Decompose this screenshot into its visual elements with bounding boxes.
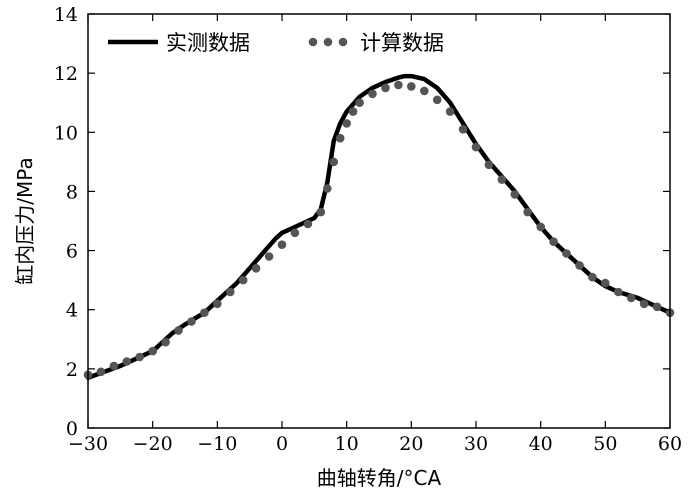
- series-point-calculated: [381, 83, 390, 93]
- y-tick-label: 4: [66, 300, 78, 322]
- series-point-calculated: [96, 367, 106, 377]
- series-layer: [83, 73, 675, 380]
- legend: 实测数据 计算数据: [108, 31, 444, 55]
- series-point-calculated: [303, 219, 313, 229]
- x-tick-label: 0: [276, 433, 288, 455]
- x-tick-label: 10: [335, 433, 359, 455]
- series-point-calculated: [122, 357, 132, 366]
- series-point-calculated: [445, 107, 455, 116]
- x-axis-label: 曲轴转角/°CA: [317, 466, 442, 490]
- x-tick-label: 60: [658, 433, 682, 455]
- series-point-calculated: [290, 228, 300, 238]
- series-point-calculated: [458, 125, 468, 134]
- series-point-calculated: [562, 249, 571, 258]
- series-point-calculated: [348, 107, 358, 116]
- x-tick-label: 40: [529, 433, 553, 455]
- series-point-calculated: [368, 89, 377, 99]
- series-point-calculated: [407, 82, 416, 91]
- series-point-calculated: [200, 308, 209, 318]
- series-point-calculated: [148, 346, 157, 356]
- y-tick-label: 2: [66, 359, 78, 381]
- series-point-calculated: [335, 133, 345, 143]
- y-tick-label: 6: [66, 241, 78, 263]
- y-tick-label: 0: [66, 418, 78, 440]
- series-point-calculated: [174, 326, 183, 335]
- series-point-calculated: [575, 261, 584, 270]
- series-point-calculated: [601, 278, 610, 288]
- x-tick-label: −30: [68, 433, 108, 455]
- x-tick-label: −20: [133, 433, 173, 455]
- y-tick-label: 10: [54, 122, 78, 144]
- series-point-calculated: [355, 98, 364, 107]
- series-point-calculated: [161, 337, 170, 347]
- series-point-calculated: [614, 287, 623, 297]
- series-point-calculated: [342, 119, 352, 128]
- legend-swatch-calculated: [323, 37, 333, 47]
- series-point-calculated: [536, 222, 545, 232]
- legend-label-measured: 实测数据: [166, 31, 250, 55]
- series-point-calculated: [238, 275, 248, 285]
- series-point-calculated: [187, 317, 196, 326]
- series-point-calculated: [323, 184, 332, 193]
- series-point-calculated: [420, 86, 429, 96]
- x-tick-label: 20: [399, 433, 423, 455]
- series-point-calculated: [588, 272, 597, 282]
- series-point-calculated: [226, 287, 235, 297]
- series-point-calculated: [471, 142, 481, 152]
- y-tick-label: 12: [54, 63, 78, 85]
- series-point-calculated: [484, 160, 494, 170]
- series-point-calculated: [652, 302, 662, 312]
- series-point-calculated: [251, 264, 261, 273]
- x-tick-label: 30: [464, 433, 488, 455]
- series-point-calculated: [497, 175, 507, 184]
- legend-swatch-calculated: [338, 37, 348, 47]
- series-point-calculated: [523, 207, 532, 217]
- legend-swatch-calculated: [308, 37, 318, 47]
- series-point-calculated: [135, 352, 144, 362]
- series-point-calculated: [213, 299, 222, 309]
- series-point-calculated: [394, 80, 403, 90]
- plot-frame: [87, 13, 671, 429]
- y-axis-label: 缸内压力/MPa: [13, 157, 37, 284]
- series-point-calculated: [626, 293, 636, 303]
- legend-label-calculated: 计算数据: [360, 31, 444, 55]
- x-tick-label: 50: [593, 433, 617, 455]
- series-point-calculated: [316, 207, 326, 217]
- series-point-calculated: [329, 157, 339, 167]
- ticks-layer: −30 −20 −10 0 10 20 30 40 50 60 0 2 4 6 8 10 12 14: [54, 4, 682, 455]
- series-point-calculated: [639, 299, 649, 309]
- y-tick-label: 14: [54, 4, 78, 26]
- series-point-calculated: [264, 252, 274, 261]
- series-point-calculated: [549, 237, 558, 246]
- series-point-calculated: [432, 95, 442, 105]
- series-point-calculated: [277, 240, 287, 249]
- x-tick-label: −10: [197, 433, 237, 455]
- series-point-calculated: [510, 190, 520, 199]
- series-point-calculated: [109, 361, 119, 371]
- y-tick-label: 8: [66, 181, 78, 203]
